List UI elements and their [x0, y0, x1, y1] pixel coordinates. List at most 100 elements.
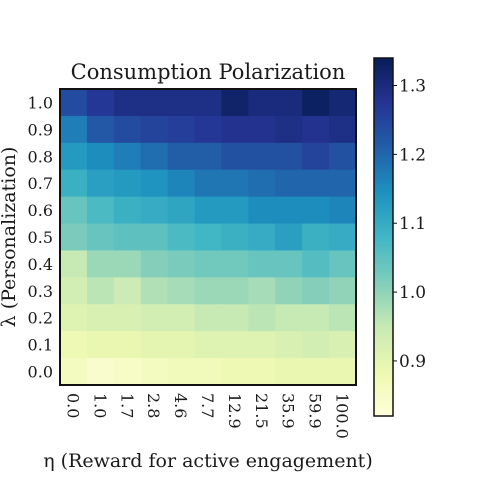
- heatmap-cell: [302, 331, 330, 359]
- heatmap-cell: [329, 115, 357, 144]
- heatmap-cell: [140, 250, 169, 278]
- heatmap-cell: [113, 358, 142, 386]
- heatmap-cell: [221, 358, 249, 386]
- heatmap-cell: [86, 304, 115, 332]
- colorbar-tick-label: 1.2: [399, 145, 426, 165]
- heatmap-cell: [329, 142, 357, 171]
- y-tick-label: 0.8: [28, 147, 53, 166]
- heatmap-cell: [302, 250, 330, 278]
- heatmap-cell: [248, 304, 276, 332]
- heatmap-cell: [248, 89, 276, 117]
- colorbar-tick-label: 1.3: [399, 77, 426, 97]
- heatmap-cell: [329, 331, 357, 359]
- heatmap-cell: [194, 169, 223, 198]
- heatmap-cell: [60, 304, 88, 332]
- heatmap-cell: [167, 169, 196, 198]
- heatmap-cell: [60, 331, 88, 359]
- heatmap-cell: [248, 115, 276, 144]
- heatmap-cell: [86, 250, 115, 278]
- y-tick-label: 0.6: [28, 201, 53, 220]
- heatmap-cell: [167, 304, 196, 332]
- heatmap-cell: [86, 142, 115, 171]
- heatmap-cell: [167, 196, 196, 225]
- heatmap-cell: [60, 250, 88, 278]
- colorbar-tick-label: 1.1: [399, 214, 426, 234]
- x-tick-label: 4.6: [171, 393, 190, 418]
- colorbar-tick-labels: 0.9 1.0 1.1 1.2 1.3: [393, 77, 426, 372]
- x-tick-label: 1.0: [90, 393, 109, 418]
- heatmap-cell: [60, 169, 88, 198]
- heatmap-cell: [302, 196, 330, 225]
- colorbar: [373, 57, 394, 417]
- heatmap-cell: [248, 358, 276, 386]
- heatmap-cell: [140, 89, 169, 117]
- heatmap-cell: [194, 89, 223, 117]
- heatmap-cell: [86, 358, 115, 386]
- heatmap-cell: [60, 89, 88, 117]
- heatmap-cell: [221, 331, 249, 359]
- heatmap-cell: [194, 196, 223, 225]
- x-tick-label: 2.8: [144, 393, 163, 418]
- x-axis-label: η (Reward for active engagement): [43, 450, 372, 472]
- heatmap-cell: [302, 358, 330, 386]
- heatmap-cell: [302, 277, 330, 305]
- y-tick-label: 0.3: [28, 282, 53, 301]
- heatmap-cell: [329, 304, 357, 332]
- heatmap-cell: [275, 223, 303, 252]
- heatmap-cell: [86, 169, 115, 198]
- heatmap-cell: [140, 304, 169, 332]
- heatmap-cell: [194, 304, 223, 332]
- heatmap-cell: [167, 115, 196, 144]
- heatmap-cell: [329, 89, 357, 117]
- heatmap-cell: [329, 169, 357, 198]
- heatmap-cell: [248, 169, 276, 198]
- heatmap-cell: [275, 277, 303, 305]
- heatmap-cell: [167, 223, 196, 252]
- x-tick-label: 35.9: [279, 393, 298, 429]
- heatmap-cell: [140, 331, 169, 359]
- heatmap-cell: [221, 250, 249, 278]
- heatmap-cell: [113, 331, 142, 359]
- heatmap-cell: [221, 223, 249, 252]
- y-tick-label: 0.4: [28, 255, 53, 274]
- heatmap-cell: [221, 277, 249, 305]
- heatmap-cell: [113, 169, 142, 198]
- heatmap-cell: [275, 304, 303, 332]
- chart-title: Consumption Polarization: [71, 60, 346, 84]
- heatmap-cell: [86, 331, 115, 359]
- heatmap-cell: [140, 142, 169, 171]
- heatmap-cell: [221, 304, 249, 332]
- heatmap-cell: [167, 250, 196, 278]
- heatmap-cell: [302, 115, 330, 144]
- heatmap-cell: [221, 89, 249, 117]
- heatmap-cell: [167, 142, 196, 171]
- heatmap-cell: [140, 223, 169, 252]
- heatmap-cell: [248, 250, 276, 278]
- x-tick-label: 21.5: [252, 393, 271, 429]
- y-tick-label: 1.0: [28, 93, 53, 112]
- y-tick-label: 0.2: [28, 309, 53, 328]
- heatmap-cell: [329, 277, 357, 305]
- heatmap-cell: [248, 223, 276, 252]
- heatmap-cell: [86, 196, 115, 225]
- heatmap-cell: [113, 277, 142, 305]
- y-tick-label: 0.7: [28, 174, 53, 193]
- heatmap-cell: [275, 331, 303, 359]
- heatmap-cell: [60, 358, 88, 386]
- heatmap-cell: [275, 358, 303, 386]
- heatmap-cell: [140, 196, 169, 225]
- y-tick-label: 0.5: [28, 228, 53, 247]
- heatmap-cell: [86, 89, 115, 117]
- heatmap-cell: [140, 358, 169, 386]
- heatmap-cell: [140, 169, 169, 198]
- heatmap-cell: [221, 196, 249, 225]
- heatmap-cell: [194, 142, 223, 171]
- heatmap-cell: [194, 331, 223, 359]
- heatmap-cell: [60, 223, 88, 252]
- heatmap-cell: [275, 169, 303, 198]
- heatmap-cell: [248, 196, 276, 225]
- heatmap-cell: [329, 250, 357, 278]
- heatmap-cells: [60, 89, 357, 386]
- heatmap-cell: [275, 196, 303, 225]
